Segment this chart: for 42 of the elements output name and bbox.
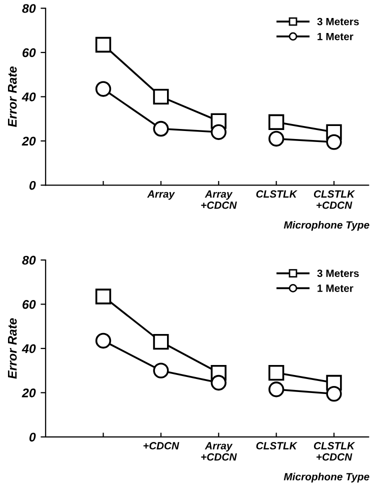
point — [268, 364, 284, 381]
legend-label: 1 Meter — [318, 32, 354, 40]
x-tick-label: Array +CDCN — [201, 190, 237, 209]
x-tick-label: +CDCN — [144, 442, 180, 450]
point — [268, 382, 284, 398]
point — [95, 288, 112, 304]
point — [326, 386, 342, 402]
legend-label: 1 Meter — [318, 284, 354, 292]
point — [153, 362, 169, 378]
point — [268, 114, 284, 130]
x-tick-label: CLSTLK — [256, 442, 298, 450]
y-tick-label: 0 — [29, 180, 36, 190]
point — [210, 374, 226, 391]
y-tick-label: 40 — [22, 92, 36, 102]
point — [326, 134, 342, 150]
x-tick-label: CLSTLK +CDCN — [314, 442, 356, 461]
y-axis-title: Error Rate — [8, 318, 17, 379]
point — [153, 88, 169, 105]
point — [95, 36, 112, 53]
x-axis-title: Microphone Type — [284, 472, 370, 482]
x-tick-label: CLSTLK +CDCN — [314, 190, 356, 209]
y-tick-label: 20 — [22, 388, 36, 398]
x-tick-label: Array — [147, 190, 175, 200]
x-axis-title: Microphone Type — [284, 221, 370, 231]
point — [153, 334, 169, 350]
y-tick-label: 60 — [22, 48, 36, 58]
y-tick-label: 60 — [22, 300, 36, 309]
point — [95, 81, 112, 97]
legend-label: 3 Meters — [317, 18, 359, 26]
y-tick-label: 20 — [22, 136, 36, 146]
point — [95, 332, 112, 349]
x-tick-label: CLSTLK — [256, 190, 298, 198]
y-tick-label: 0 — [29, 432, 36, 442]
y-axis-title: Error Rate — [8, 66, 17, 128]
legend-label: 3 Meters — [317, 270, 359, 278]
point — [268, 130, 284, 147]
x-tick-label: Array +CDCN — [201, 442, 237, 461]
y-tick-label: 80 — [22, 4, 36, 13]
point — [210, 124, 226, 140]
y-tick-label: 80 — [22, 256, 36, 265]
y-tick-label: 40 — [22, 344, 36, 354]
point — [153, 120, 169, 137]
